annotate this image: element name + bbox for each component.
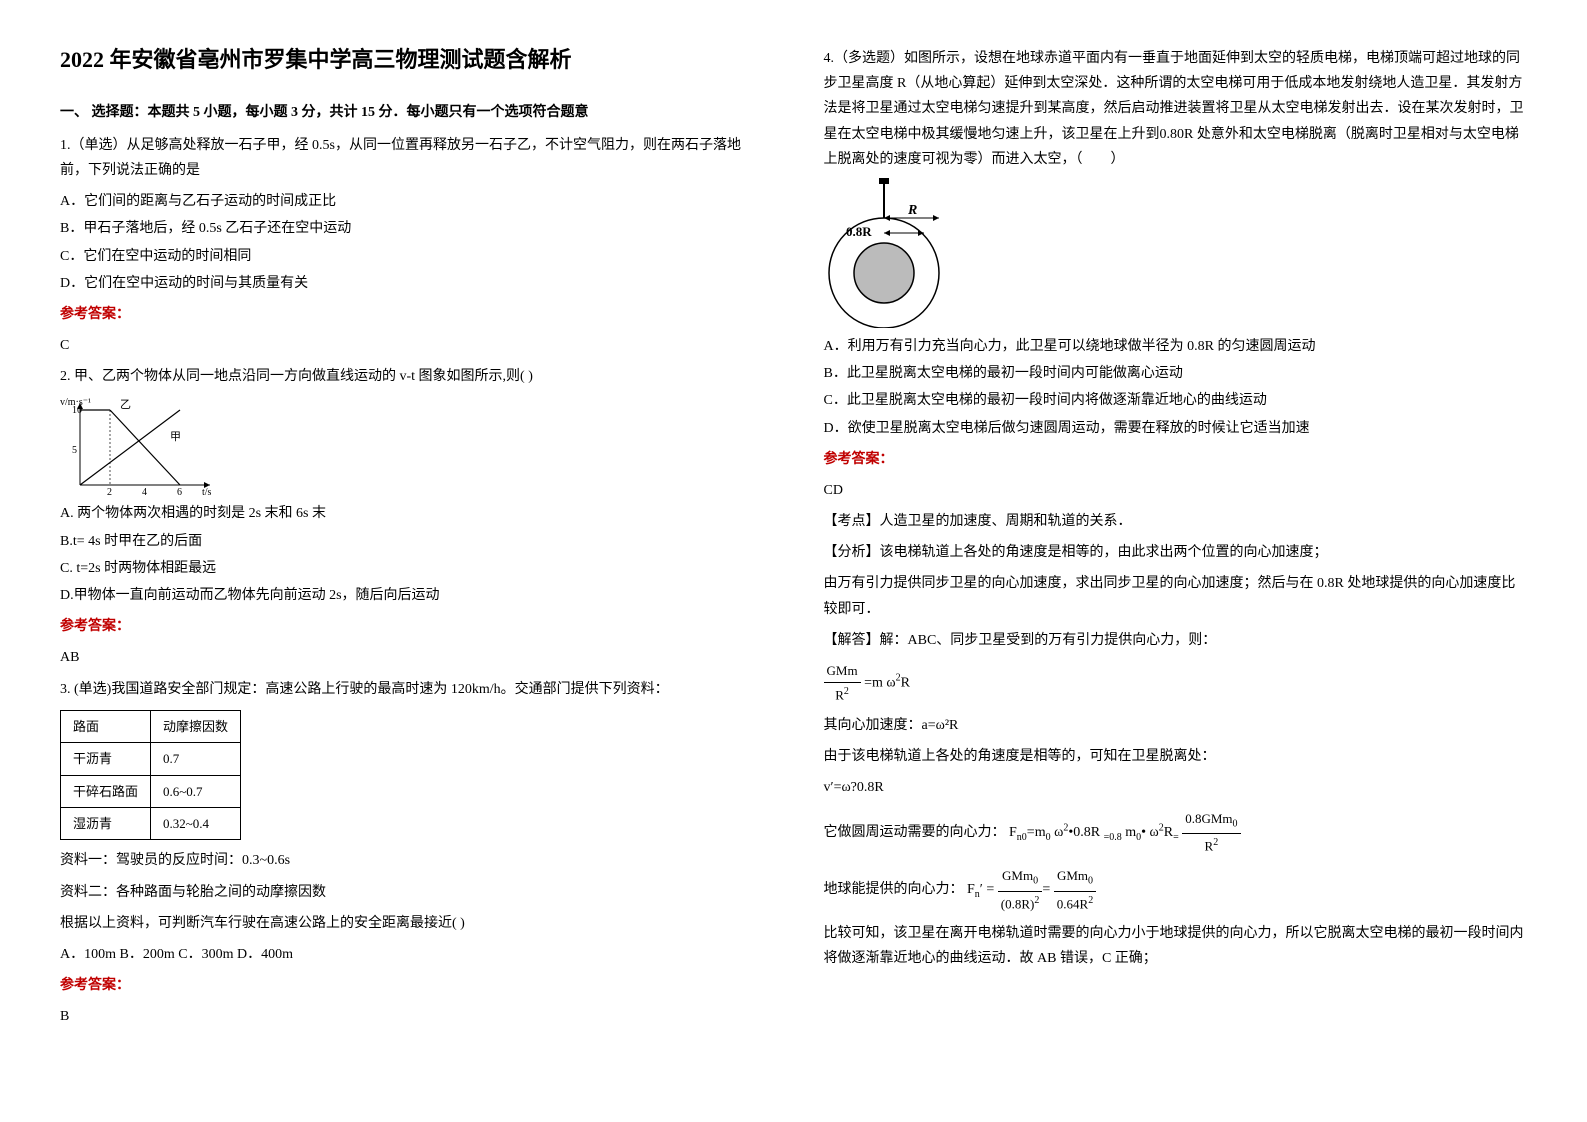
- table-cell: 0.7: [151, 743, 241, 775]
- q4-opt-c: C．此卫星脱离太空电梯的最初一段时间内将做逐渐靠近地心的曲线运动: [824, 388, 1528, 413]
- jd6-pre: 地球能提供的向心力：: [824, 882, 964, 897]
- q4-opt-b: B．此卫星脱离太空电梯的最初一段时间内可能做离心运动: [824, 361, 1528, 386]
- x-tick-2: 2: [107, 487, 112, 495]
- jd5-pre: 它做圆周运动需要的向心力：: [824, 825, 1006, 840]
- formula-gmm-r2: GMmR2 =m ω2R: [824, 659, 1528, 707]
- table-col-1: 动摩擦因数: [151, 710, 241, 742]
- table-cell: 干碎石路面: [61, 775, 151, 807]
- q3-line3: 根据以上资料，可判断汽车行驶在高速公路上的安全距离最接近( ): [60, 911, 764, 936]
- q4-jd3: 由于该电梯轨道上各处的角速度是相等的，可知在卫星脱离处：: [824, 744, 1528, 769]
- x-tick-6: 6: [177, 487, 182, 495]
- q2-ans: AB: [60, 645, 764, 670]
- fx-text1: 该电梯轨道上各处的角速度是相等的，由此求出两个位置的向心加速度；: [880, 545, 1328, 560]
- y-tick-5: 5: [72, 445, 77, 456]
- table-col-0: 路面: [61, 710, 151, 742]
- q3-ans: B: [60, 1004, 764, 1029]
- q4-ans-label: 参考答案：: [824, 447, 1528, 472]
- q2-ans-label: 参考答案：: [60, 614, 764, 639]
- q3-line2: 资料二：各种路面与轮胎之间的动摩擦因数: [60, 880, 764, 905]
- q3-opts: A．100m B．200m C．300m D．400m: [60, 942, 764, 967]
- q1-opt-a: A．它们间的距离与乙石子运动的时间成正比: [60, 189, 764, 214]
- jd-label: 【解答】: [824, 633, 880, 648]
- q2-opt-c: C. t=2s 时两物体相距最远: [60, 556, 764, 581]
- q2-opt-a: A. 两个物体两次相遇的时刻是 2s 末和 6s 末: [60, 501, 764, 526]
- x-axis-label: t/s: [202, 487, 212, 495]
- kp-text: 人造卫星的加速度、周期和轨道的关系．: [880, 514, 1132, 529]
- jd-text1: 解：ABC、同步卫星受到的万有引力提供向心力，则：: [880, 633, 1217, 648]
- q3-stem: 3. (单选)我国道路安全部门规定：高速公路上行驶的最高时速为 120km/h。…: [60, 677, 764, 702]
- q1-opt-b: B．甲石子落地后，经 0.5s 乙石子还在空中运动: [60, 216, 764, 241]
- q4-stem: 4.（多选题）如图所示，设想在地球赤道平面内有一垂直于地面延伸到太空的轻质电梯，…: [824, 46, 1528, 172]
- q4-jiedap1: 【解答】解：ABC、同步卫星受到的万有引力提供向心力，则：: [824, 628, 1528, 653]
- q4-fenxi2: 由万有引力提供同步卫星的向心加速度，求出同步卫星的向心加速度；然后与在 0.8R…: [824, 571, 1528, 621]
- q4-jd7: 比较可知，该卫星在离开电梯轨道时需要的向心力小于地球提供的向心力，所以它脱离太空…: [824, 921, 1528, 971]
- left-column: 2022 年安徽省亳州市罗集中学高三物理测试题含解析 一、 选择题：本题共 5 …: [60, 40, 764, 1035]
- q2-opt-b: B.t= 4s 时甲在乙的后面: [60, 529, 764, 554]
- q3-friction-table: 路面 动摩擦因数 干沥青 0.7 干碎石路面 0.6~0.7 湿沥青 0.32~…: [60, 710, 241, 841]
- q1-stem: 1.（单选）从足够高处释放一石子甲，经 0.5s，从同一位置再释放另一石子乙，不…: [60, 133, 764, 183]
- table-cell: 0.32~0.4: [151, 807, 241, 839]
- q4-jd5: 它做圆周运动需要的向心力： Fn0=m0 ω2•0.8R =0.8 m0• ω2…: [824, 807, 1528, 858]
- section-heading: 一、 选择题：本题共 5 小题，每小题 3 分，共计 15 分．每小题只有一个选…: [60, 100, 764, 125]
- q3-ans-label: 参考答案：: [60, 973, 764, 998]
- q4-opt-a: A．利用万有引力充当向心力，此卫星可以绕地球做半径为 0.8R 的匀速圆周运动: [824, 334, 1528, 359]
- q4-jd6: 地球能提供的向心力： Fn′ = GMm0(0.8R)2= GMm00.64R2: [824, 864, 1528, 915]
- y-tick-10: 10: [72, 405, 82, 416]
- page-title: 2022 年安徽省亳州市罗集中学高三物理测试题含解析: [60, 40, 764, 80]
- r08-label: 0.8R: [846, 224, 872, 239]
- q4-elevator-figure: R 0.8R: [824, 178, 1004, 328]
- q4-kaodian: 【考点】人造卫星的加速度、周期和轨道的关系．: [824, 509, 1528, 534]
- table-cell: 湿沥青: [61, 807, 151, 839]
- q2-opt-d: D.甲物体一直向前运动而乙物体先向前运动 2s，随后向后运动: [60, 583, 764, 608]
- q2-stem: 2. 甲、乙两个物体从同一地点沿同一方向做直线运动的 v-t 图象如图所示,则(…: [60, 364, 764, 389]
- kp-label: 【考点】: [824, 514, 880, 529]
- q4-fenxi1: 【分析】该电梯轨道上各处的角速度是相等的，由此求出两个位置的向心加速度；: [824, 540, 1528, 565]
- jia-label: 甲: [170, 431, 181, 443]
- fx-label: 【分析】: [824, 545, 880, 560]
- x-tick-4: 4: [142, 487, 147, 495]
- right-column: 4.（多选题）如图所示，设想在地球赤道平面内有一垂直于地面延伸到太空的轻质电梯，…: [824, 40, 1528, 1035]
- q2-vt-graph: v/m·s⁻¹ t/s 10 5 2 4 6 乙 甲: [60, 395, 220, 495]
- q1-ans: C: [60, 333, 764, 358]
- q4-opt-d: D．欲使卫星脱离太空电梯后做匀速圆周运动，需要在释放的时候让它适当加速: [824, 416, 1528, 441]
- r-label: R: [907, 203, 917, 218]
- table-cell: 0.6~0.7: [151, 775, 241, 807]
- yi-label: 乙: [120, 398, 131, 411]
- q1-ans-label: 参考答案：: [60, 302, 764, 327]
- q4-jd4: v′=ω?0.8R: [824, 775, 1528, 800]
- q3-line1: 资料一：驾驶员的反应时间：0.3~0.6s: [60, 848, 764, 873]
- q1-opt-c: C．它们在空中运动的时间相同: [60, 244, 764, 269]
- q4-jd2: 其向心加速度：a=ω²R: [824, 713, 1528, 738]
- q1-opt-d: D．它们在空中运动的时间与其质量有关: [60, 271, 764, 296]
- q4-ans: CD: [824, 478, 1528, 503]
- table-cell: 干沥青: [61, 743, 151, 775]
